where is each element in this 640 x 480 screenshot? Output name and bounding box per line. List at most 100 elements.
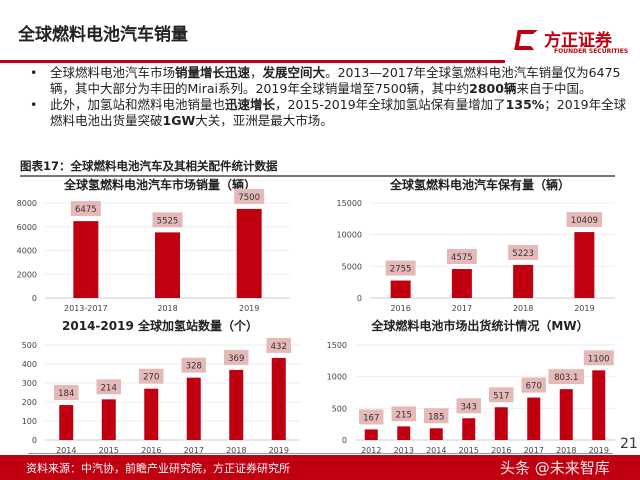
data-label: 343: [461, 402, 477, 412]
bar: [155, 232, 180, 298]
footer-divider: [28, 453, 613, 454]
data-label: 215: [396, 410, 412, 420]
title-divider: [0, 60, 505, 63]
x-tick-label: 2015: [459, 446, 479, 455]
chart-4-title: 全球燃料电池市场出货统计情况（MW）: [371, 319, 589, 333]
data-label-bg: [583, 350, 614, 366]
x-tick-label: 2017: [184, 446, 204, 455]
data-label: 803.1: [554, 373, 578, 383]
x-tick-label: 2013-2017: [64, 304, 108, 313]
bullet-emphasis: 135%: [505, 97, 545, 112]
y-tick-label: 5000: [342, 262, 362, 271]
logo-subtext: FOUNDER SECURITIES: [554, 48, 629, 55]
x-tick-label: 2016: [141, 446, 161, 455]
data-label: 214: [101, 383, 117, 393]
data-label-bg: [139, 368, 164, 384]
x-tick-label: 2019: [574, 304, 594, 313]
data-label-bg: [359, 409, 384, 425]
y-tick-label: 500: [332, 404, 347, 413]
bullet-text: 大关，亚洲是最大市场。: [195, 113, 333, 128]
data-label-bg: [234, 188, 265, 204]
slide-title: 全球燃料电池汽车销量: [18, 25, 188, 45]
data-label: 4575: [451, 253, 473, 263]
x-tick-label: 2016: [390, 304, 410, 313]
data-label-bg: [96, 379, 121, 395]
y-tick-label: 0: [342, 436, 347, 445]
bar: [390, 280, 411, 298]
chart-vehicle-stock: 0 5000 10000 15000 2755 2016 4575 2017 5223 2018 1…: [337, 199, 615, 313]
data-label: 2755: [390, 265, 412, 275]
bar: [364, 429, 378, 440]
data-label-bg: [521, 377, 546, 393]
x-tick-label: 2014: [426, 446, 446, 455]
chart-3-title: 2014-2019 全球加氢站数量（个）: [62, 319, 258, 333]
bullet-emphasis: 销量增长迅速: [175, 65, 251, 80]
page-number: 21: [620, 436, 638, 452]
chart-vehicle-sales: 0 2000 4000 6000 8000 6475 2013-2017 5525 2018 75…: [17, 188, 290, 313]
data-label: 432: [271, 342, 287, 352]
data-label: 7500: [238, 193, 260, 203]
x-tick-label: 2014: [56, 446, 76, 455]
x-tick-label: 2017: [452, 304, 472, 313]
x-tick-label: 2018: [226, 446, 246, 455]
bar: [462, 418, 476, 440]
bar: [494, 407, 508, 440]
x-tick-label: 2013: [394, 446, 414, 455]
chart-fuel-cell-shipments: 0 500 1000 1500 167 2012 215 2013 185 2014 343 2015…: [327, 341, 615, 455]
y-tick-label: 300: [22, 379, 37, 388]
chart-2-title: 全球氢燃料电池汽车保有量（辆）: [389, 178, 570, 192]
data-label: 167: [363, 413, 379, 423]
data-label: 184: [58, 389, 74, 399]
bar: [592, 370, 606, 440]
data-label-bg: [152, 212, 183, 228]
x-tick-label: 2018: [157, 304, 177, 313]
y-tick-label: 1000: [327, 373, 347, 382]
x-tick-label: 2016: [491, 446, 511, 455]
y-tick-label: 0: [32, 436, 37, 445]
y-tick-label: 8000: [17, 199, 37, 208]
x-tick-label: 2017: [524, 446, 544, 455]
data-label: 270: [143, 373, 159, 383]
data-label-bg: [70, 201, 101, 217]
founder-logo: 方正证券 FOUNDER SECURITIES: [514, 26, 631, 56]
data-label: 10409: [571, 216, 598, 226]
x-tick-label: 2019: [239, 304, 259, 313]
bar: [229, 369, 244, 440]
chart-hydrogen-stations: 0 100 200 300 400 500 184 2014 214 2015 270 2016 328…: [22, 337, 300, 455]
bar: [451, 269, 472, 298]
bar: [559, 389, 573, 440]
data-label: 5223: [512, 249, 534, 259]
data-label-bg: [391, 406, 416, 422]
bullet-text: ；2019年全球燃料电池出货量突破: [50, 97, 627, 128]
bar: [186, 377, 201, 440]
data-label-bg: [508, 244, 539, 260]
bullet-item: 全球燃料电池汽车市场销量增长迅速，发展空间大。2013—2017年全球氢燃料电池…: [24, 65, 630, 97]
bar: [59, 405, 74, 440]
x-tick-label: 2019: [269, 446, 289, 455]
data-label-bg: [54, 385, 79, 401]
bar: [429, 428, 443, 440]
bullet-emphasis: 1GW: [162, 113, 196, 128]
data-label: 1100: [588, 354, 610, 364]
bar: [271, 357, 286, 440]
data-label-bg: [446, 249, 477, 265]
bullet-text: 。2013—2017年全球氢燃料电池汽车销量仅为6475辆，其中大部分为丰田的M…: [50, 65, 621, 96]
x-tick-label: 2018: [513, 304, 533, 313]
y-tick-label: 15000: [337, 199, 362, 208]
x-tick-label: 2019: [589, 446, 609, 455]
bullet-emphasis: 迅速增长: [225, 97, 276, 112]
bullet-emphasis: 2800辆: [469, 81, 517, 96]
footer-bar: 资料来源：中汽协，前瞻产业研究院，方正证券研究所: [0, 455, 640, 480]
y-tick-label: 6000: [17, 223, 37, 232]
bar: [144, 388, 159, 440]
y-tick-label: 0: [357, 294, 362, 303]
bar: [236, 208, 262, 298]
chart-1-title: 全球氢燃料电池汽车市场销量（辆）: [63, 178, 256, 192]
data-label-bg: [489, 387, 514, 403]
bar: [101, 399, 116, 440]
figure-caption: 图表17：全球燃料电池汽车及其相关配件统计数据: [20, 158, 615, 177]
bullet-text: ，2015-2019年全球加氢站保有量增加了: [275, 97, 506, 112]
data-label-bg: [566, 212, 603, 228]
bullet-text: 全球燃料电池汽车市场: [50, 65, 176, 80]
